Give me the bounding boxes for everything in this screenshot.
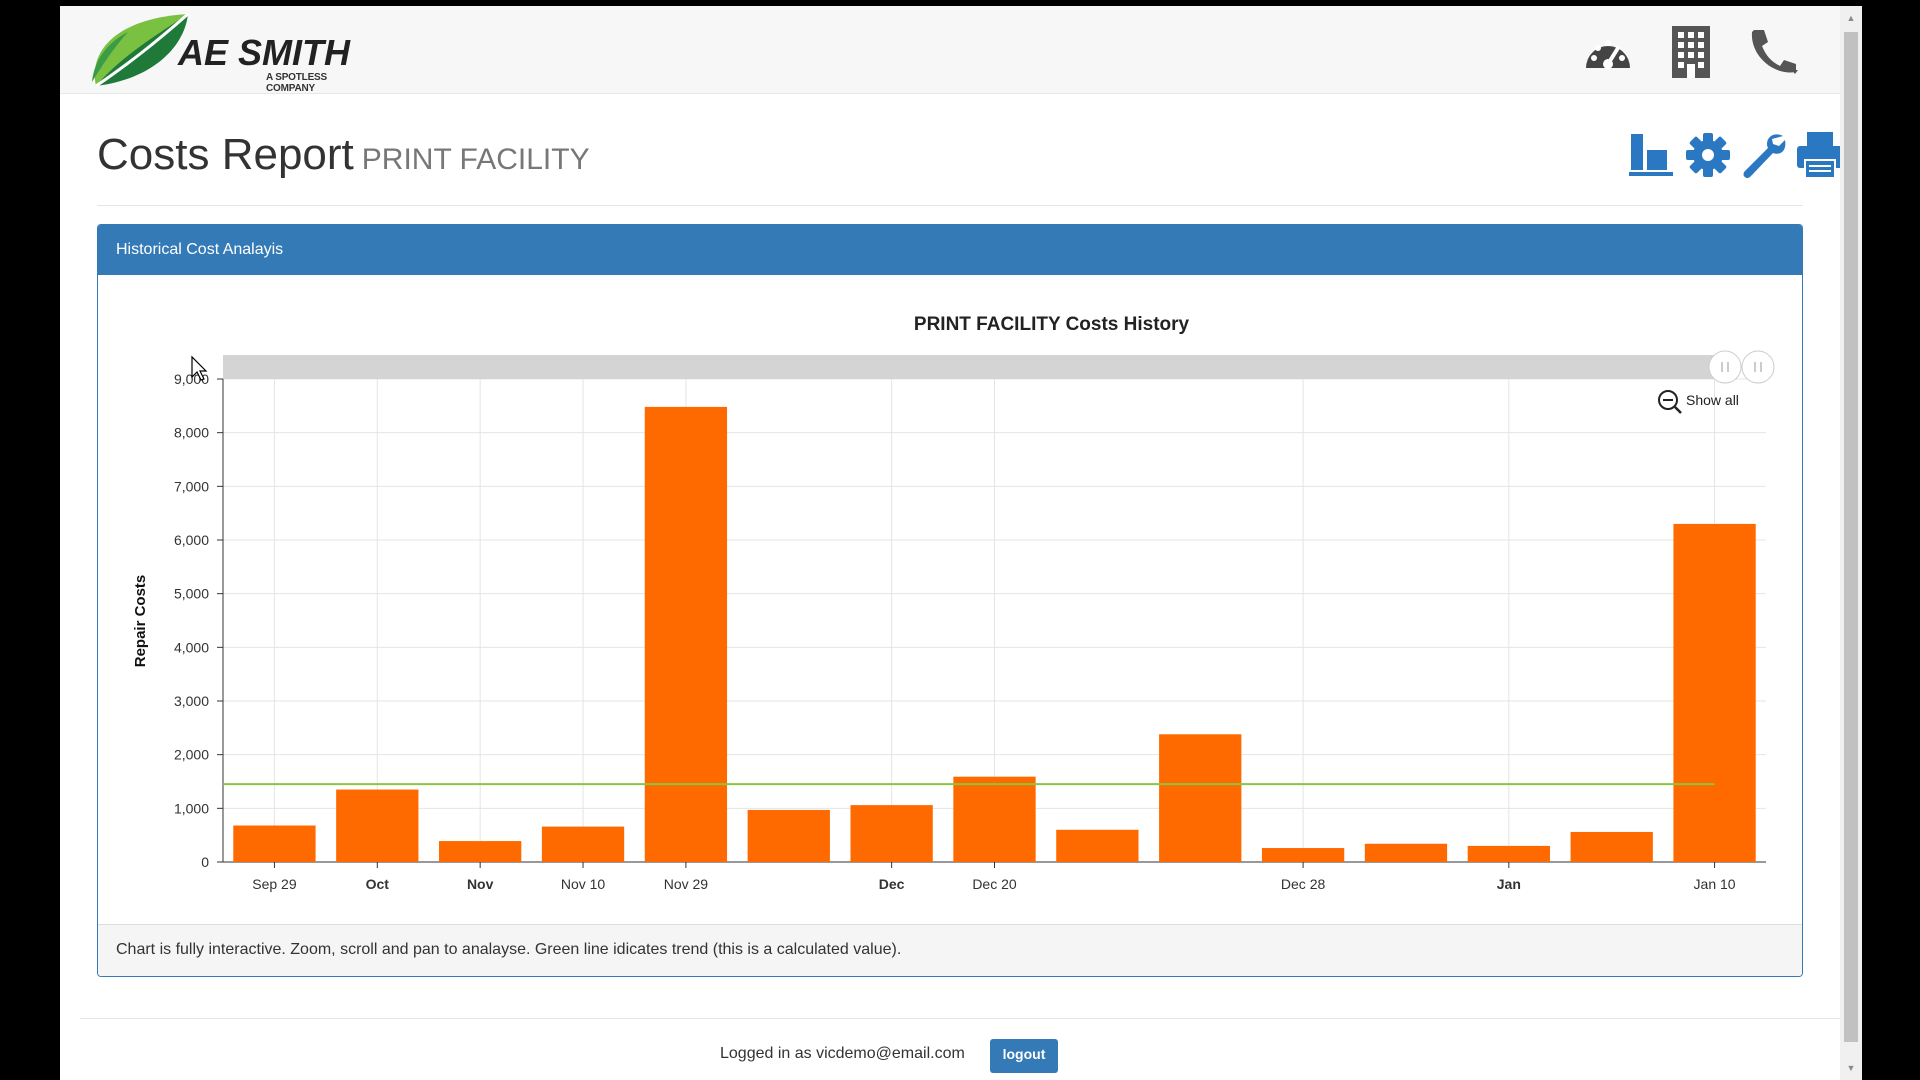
bar[interactable] xyxy=(1673,523,1756,862)
y-tick-label: 7,000 xyxy=(174,478,209,494)
y-tick-label: 4,000 xyxy=(174,639,209,655)
chart-title: PRINT FACILITY Costs History xyxy=(914,314,1190,335)
bar[interactable] xyxy=(747,809,830,862)
zoom-out-handle xyxy=(1674,406,1682,414)
page-title: Costs Report PRINT FACILITY xyxy=(97,130,590,180)
scrollbar-thumb[interactable] xyxy=(1844,32,1858,1042)
print-icon[interactable] xyxy=(1795,130,1845,180)
gear-icon[interactable] xyxy=(1683,130,1733,180)
x-tick-label: Oct xyxy=(366,876,390,892)
x-tick-label: Nov xyxy=(467,876,494,892)
zoom-out-icon[interactable] xyxy=(1658,390,1678,410)
building-icon[interactable] xyxy=(1668,26,1720,78)
dashboard-gauge-icon[interactable] xyxy=(1582,26,1634,78)
page-footer-divider xyxy=(80,1018,1860,1019)
bar[interactable] xyxy=(1159,734,1242,862)
bar[interactable] xyxy=(1261,848,1345,862)
bar[interactable] xyxy=(541,826,625,862)
bar[interactable] xyxy=(233,825,316,862)
report-chart-icon[interactable] xyxy=(1627,130,1677,180)
wrench-icon[interactable] xyxy=(1739,130,1789,180)
panel-footer-note: Chart is fully interactive. Zoom, scroll… xyxy=(98,924,1802,976)
y-tick-label: 8,000 xyxy=(174,425,209,441)
y-tick-label: 0 xyxy=(201,854,209,870)
bar[interactable] xyxy=(953,776,1036,862)
x-tick-label: Dec xyxy=(879,876,905,892)
costs-history-chart[interactable]: PRINT FACILITY Costs History 0 1,000 2,000 3… xyxy=(98,276,1802,921)
scrollbar-grip-handle[interactable] xyxy=(1708,350,1742,384)
bar[interactable] xyxy=(1364,843,1448,862)
scroll-up-arrow-icon[interactable]: ▲ xyxy=(1846,13,1856,23)
mouse-cursor-icon xyxy=(191,355,208,381)
page-header: Costs Report PRINT FACILITY xyxy=(97,124,1843,206)
app-window: AE SMITH A SPOTLESS COMPANY xyxy=(60,6,1862,1080)
cost-analysis-panel: Historical Cost Analayis PRINT FACILITY … xyxy=(97,224,1803,977)
chart-scrollbar[interactable] xyxy=(223,355,1726,379)
page-subtitle: PRINT FACILITY xyxy=(361,143,590,176)
bar[interactable] xyxy=(1056,829,1139,862)
bar[interactable] xyxy=(439,841,522,862)
bar[interactable] xyxy=(336,789,419,862)
x-tick-label: Jan 10 xyxy=(1694,876,1736,892)
phone-icon[interactable] xyxy=(1744,26,1798,78)
x-tick-label: Sep 29 xyxy=(252,876,297,892)
x-tick-label: Jan xyxy=(1497,876,1521,892)
y-tick-label: 5,000 xyxy=(174,586,209,602)
y-tick-label: 2,000 xyxy=(174,747,209,763)
logout-button[interactable]: logout xyxy=(990,1039,1058,1073)
bar[interactable] xyxy=(1570,831,1653,862)
page-scrollbar[interactable]: ▲ ▼ xyxy=(1840,6,1862,1080)
logged-in-text: Logged in as vicdemo@email.com xyxy=(720,1045,965,1062)
x-tick-label: Nov 29 xyxy=(664,876,709,892)
brand-tagline: A SPOTLESS COMPANY xyxy=(266,72,327,94)
x-tick-label: Dec 20 xyxy=(972,876,1017,892)
chart-container[interactable]: PRINT FACILITY Costs History 0 1,000 2,000 3… xyxy=(98,276,1802,921)
scrollbar-grip-handle[interactable] xyxy=(1741,350,1775,384)
brand-name: AE SMITH xyxy=(178,32,351,73)
top-navbar: AE SMITH A SPOTLESS COMPANY xyxy=(60,6,1860,94)
bar[interactable] xyxy=(850,805,933,862)
y-tick-label: 3,000 xyxy=(174,693,209,709)
y-tick-label: 1,000 xyxy=(174,800,209,816)
x-tick-label: Nov 10 xyxy=(561,876,606,892)
bar[interactable] xyxy=(644,406,728,862)
bar[interactable] xyxy=(1467,845,1550,862)
y-tick-label: 6,000 xyxy=(174,532,209,548)
leaf-logo-icon xyxy=(92,12,189,88)
page-title-text: Costs Report xyxy=(97,130,354,179)
show-all-button[interactable]: Show all xyxy=(1686,392,1739,408)
y-axis-label: Repair Costs xyxy=(132,575,149,668)
brand-logo[interactable]: AE SMITH A SPOTLESS COMPANY xyxy=(88,10,378,94)
scroll-down-arrow-icon[interactable]: ▼ xyxy=(1846,1063,1856,1073)
panel-heading: Historical Cost Analayis xyxy=(98,225,1802,275)
x-tick-label: Dec 28 xyxy=(1281,876,1326,892)
